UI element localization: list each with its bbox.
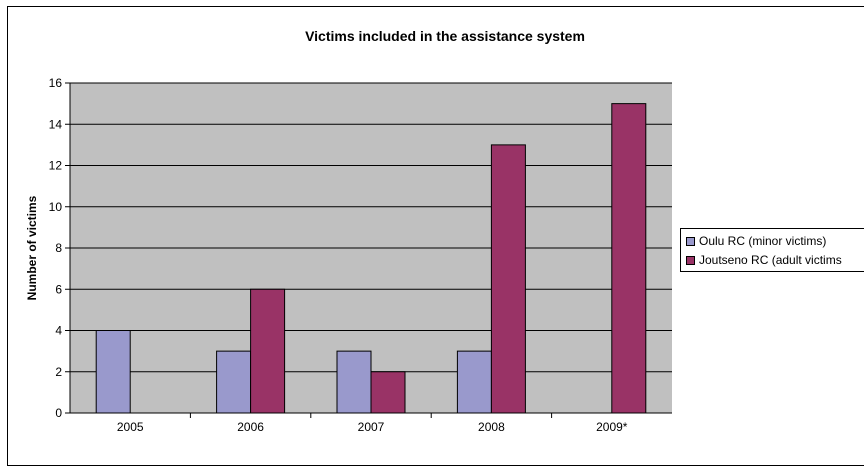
legend-label-joutseno: Joutseno RC (adult victims [699,253,842,267]
y-tick-label: 4 [55,324,62,338]
legend-item-joutseno: Joutseno RC (adult victims [686,252,842,268]
x-tick-labels: 2005 2006 2007 2008 2009* [117,420,628,434]
bar [370,371,406,414]
bar [216,350,252,414]
bar [336,350,372,414]
y-tick-labels: 0 2 4 6 8 10 12 14 16 [49,76,63,420]
bar [250,288,286,414]
legend-swatch-oulu [686,236,695,246]
bar [490,144,526,414]
x-tick-label: 2005 [117,420,144,434]
x-tick-label: 2009* [596,420,628,434]
bar [456,350,492,414]
y-tick-label: 8 [55,241,62,255]
y-axis-title: Number of victims [25,195,39,300]
y-tick-label: 10 [49,200,63,214]
y-tick-label: 12 [49,159,63,173]
y-tick-label: 16 [49,76,63,90]
chart-title: Victims included in the assistance syste… [305,28,585,44]
x-tick-label: 2006 [237,420,264,434]
x-tick-label: 2008 [478,420,505,434]
legend-swatch-joutseno [686,255,695,265]
bar-chart: 0 2 4 6 8 10 12 14 16 2005 2006 2007 2008 2009* Numb… [25,76,672,434]
y-tick-label: 14 [49,117,63,131]
x-tick-label: 2007 [358,420,385,434]
bars [95,103,647,414]
y-tick-label: 6 [55,282,62,296]
bar [611,103,647,414]
bar [95,330,131,414]
legend: Oulu RC (minor victims) Joutseno RC (adu… [680,228,864,272]
axes [65,82,672,418]
legend-item-oulu: Oulu RC (minor victims) [686,233,826,249]
y-tick-label: 2 [55,365,62,379]
y-tick-label: 0 [55,406,62,420]
legend-label-oulu: Oulu RC (minor victims) [699,234,827,248]
